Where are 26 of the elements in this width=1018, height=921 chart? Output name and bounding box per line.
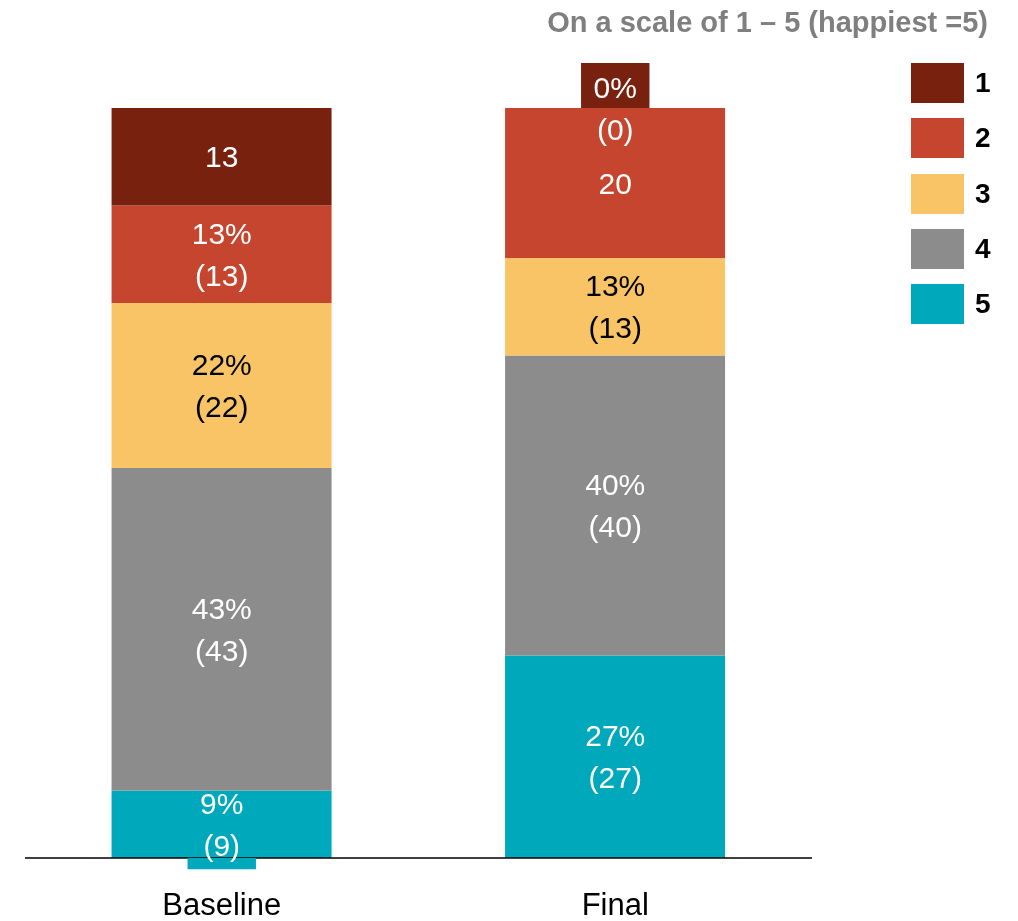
data-label: 13% (13) xyxy=(585,269,646,345)
data-label: 40% (40) xyxy=(585,468,646,543)
bar xyxy=(505,355,726,656)
data-label: 20 xyxy=(598,166,632,200)
bar xyxy=(505,108,726,258)
bar xyxy=(505,258,726,356)
legend-label: 5 xyxy=(975,288,991,321)
legend-label: 3 xyxy=(975,177,991,210)
legend-label: 4 xyxy=(975,232,991,265)
data-label: 43% (43) xyxy=(191,591,252,667)
data-label: 22% (22) xyxy=(191,348,252,423)
bar xyxy=(505,655,726,858)
bar xyxy=(111,303,332,468)
data-label: 0% (0) xyxy=(593,70,637,146)
legend-label: 2 xyxy=(975,122,991,155)
data-label: 9% (9) xyxy=(200,786,244,862)
x-tick-label: Baseline xyxy=(162,887,282,921)
data-label: 13% (13) xyxy=(191,216,252,292)
bar xyxy=(111,108,332,206)
bar xyxy=(111,205,332,303)
data-label: 13 xyxy=(205,140,239,174)
bar xyxy=(111,468,332,791)
x-tick-label: Final xyxy=(581,887,649,921)
text: On a scale of 1 – 5 (happiest =5) xyxy=(547,6,988,39)
data-label: 27% (27) xyxy=(585,719,646,795)
legend-label: 1 xyxy=(975,67,991,99)
